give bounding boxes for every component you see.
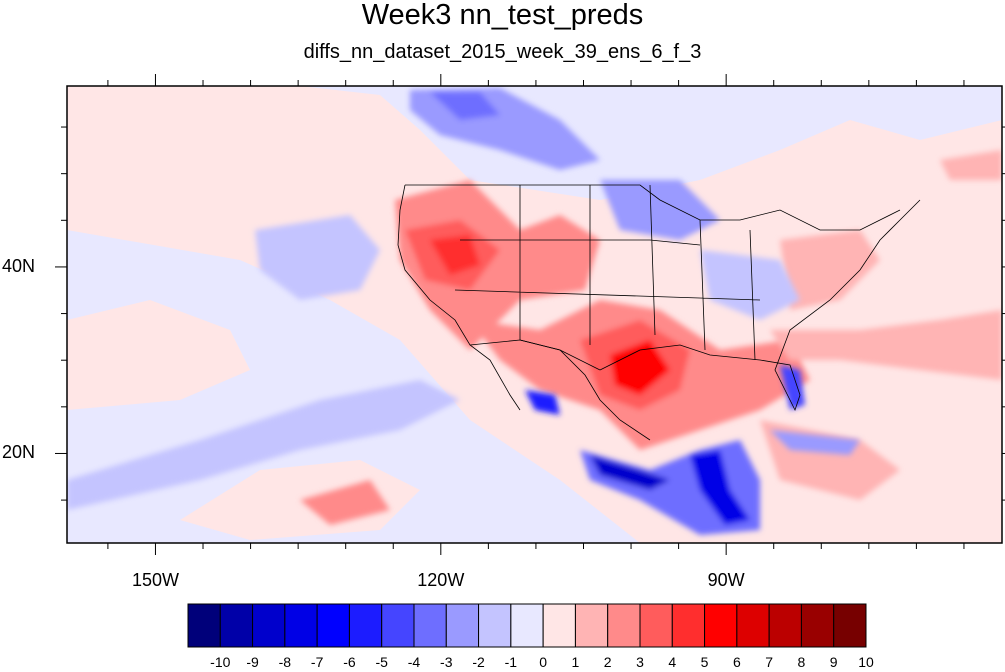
colorbar-swatch — [542, 603, 576, 648]
colorbar-label: -9 — [246, 654, 259, 670]
y-tick-label: 40N — [2, 255, 36, 276]
colorbar-label: 1 — [571, 654, 580, 670]
colorbar-swatch — [510, 603, 544, 648]
colorbar-label: -10 — [210, 654, 231, 670]
field-region-negative — [700, 250, 800, 320]
colorbar-label: -3 — [440, 654, 453, 670]
colorbar-swatch — [607, 603, 641, 648]
colorbar-swatch — [704, 603, 738, 648]
colorbar-swatch — [445, 603, 480, 648]
colorbar — [187, 603, 867, 648]
coastline-west — [397, 184, 521, 411]
state-borders — [454, 184, 761, 361]
colorbar-swatch — [284, 603, 318, 648]
x-tick-label: 150W — [131, 570, 179, 590]
colorbar-label: 9 — [829, 654, 838, 670]
colorbar-swatch — [768, 603, 802, 648]
plot-frame — [66, 85, 1003, 544]
map-title: Week3 nn_test_preds — [361, 0, 644, 31]
colorbar-label: 8 — [797, 654, 806, 670]
colorbar-swatch — [413, 603, 447, 648]
field-region-positive — [430, 235, 480, 275]
colorbar-swatch — [381, 603, 415, 648]
x-tick-label: 90W — [707, 570, 745, 590]
colorbar-swatch — [833, 603, 867, 648]
colorbar-swatch — [639, 603, 673, 648]
colorbar-label: -4 — [407, 654, 421, 670]
colorbar-label: 5 — [700, 654, 709, 670]
map-subtitle: diffs_nn_dataset_2015_week_39_ens_6_f_3 — [303, 41, 702, 63]
y-tick-label: 20N — [2, 442, 36, 463]
colorbar-swatch — [348, 603, 383, 648]
colorbar-label: -5 — [375, 654, 388, 670]
coastlines — [397, 184, 921, 441]
field-region-negative — [590, 455, 670, 490]
x-tick-label: 120W — [417, 570, 465, 590]
field-region-negative — [690, 450, 750, 525]
colorbar-label: -1 — [504, 654, 518, 670]
colorbar-label: 7 — [765, 654, 774, 670]
field-region-negative — [255, 215, 380, 300]
colorbar-label: 3 — [636, 654, 644, 670]
colorbar-label: -2 — [472, 654, 485, 670]
field-cool-anomalies — [67, 88, 860, 535]
field-region-positive-light — [67, 300, 250, 410]
field-region-positive — [610, 340, 670, 395]
field-region-negative — [525, 390, 560, 415]
colorbar-swatch — [574, 603, 609, 648]
field-region-positive — [940, 150, 1002, 180]
colorbar-label: 10 — [858, 654, 874, 670]
coastline-gulf-atlantic — [599, 199, 921, 412]
colorbar-swatch — [219, 603, 254, 648]
colorbar-swatch — [252, 603, 286, 648]
colorbar-label: 4 — [668, 654, 677, 670]
colorbar-label: 2 — [603, 654, 612, 670]
field-region-negative — [67, 380, 460, 510]
colorbar-label: 6 — [732, 654, 741, 670]
field-warm-anomalies — [300, 150, 1002, 525]
map-field — [67, 86, 1002, 543]
field-region-positive-light — [67, 86, 200, 140]
field-region-positive — [780, 230, 880, 310]
field-region-negative — [770, 430, 860, 455]
colorbar-swatch — [316, 603, 350, 648]
colorbar-swatch — [187, 603, 221, 648]
colorbar-swatch — [800, 603, 835, 648]
colorbar-swatch — [478, 603, 512, 648]
colorbar-label: -7 — [310, 654, 324, 670]
colorbar-label: -8 — [278, 654, 292, 670]
colorbar-swatch — [736, 603, 770, 648]
axis-ticks — [55, 74, 1005, 555]
colorbar-swatch — [671, 603, 706, 648]
colorbar-label: 0 — [539, 654, 548, 670]
border-us-canada — [405, 184, 901, 231]
border-us-mexico — [469, 339, 601, 371]
colorbar-label: -6 — [343, 654, 356, 670]
field-region-negative — [600, 180, 720, 240]
field-region-negative — [430, 92, 500, 120]
field-region-positive — [770, 310, 1002, 380]
field-region-positive — [300, 480, 390, 525]
